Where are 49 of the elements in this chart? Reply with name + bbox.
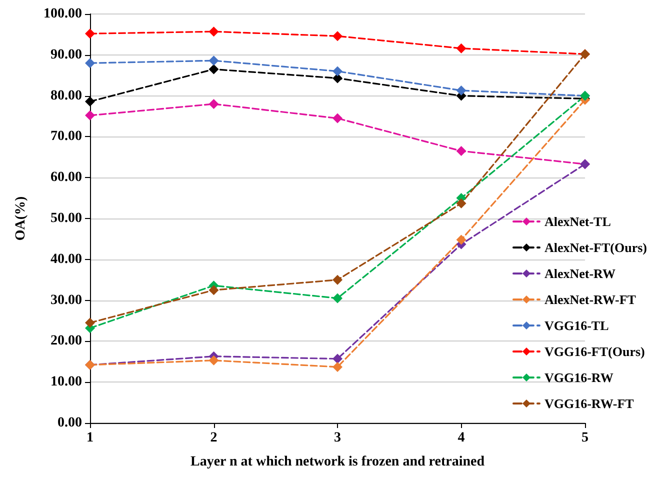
y-tick-label: 90.00 — [50, 47, 82, 62]
y-tick-label: 80.00 — [50, 88, 82, 104]
point — [208, 64, 219, 74]
point — [208, 285, 219, 296]
legend-label: VGG16-TL — [544, 318, 610, 333]
point — [332, 354, 342, 364]
legend-label: AlexNet-TL — [544, 214, 612, 229]
x-tick-label: 1 — [86, 430, 94, 446]
legend-label: AlexNet-RW-FT — [544, 292, 636, 307]
y-tick-label: 50.00 — [50, 211, 82, 226]
point — [332, 293, 342, 304]
y-tick-label: 60.00 — [50, 170, 82, 186]
y-tick-label: 0.00 — [58, 416, 82, 430]
y-tick-label: 30.00 — [50, 292, 82, 308]
point — [208, 355, 219, 366]
point — [85, 28, 95, 39]
y-axis-title: OA(%) — [14, 196, 28, 241]
point — [456, 234, 466, 245]
legend-label: VGG16-RW-FT — [544, 396, 634, 411]
y-tick-label: 40.00 — [50, 252, 82, 267]
point — [332, 66, 342, 76]
y-tick-label: 20.00 — [50, 334, 82, 349]
x-axis-title: Layer n at which network is frozen and retrained — [190, 454, 485, 470]
point — [456, 198, 466, 208]
point — [332, 362, 342, 372]
point — [208, 56, 219, 66]
legend-label: VGG16-FT(Ours) — [544, 344, 645, 359]
x-tick-label: 2 — [210, 430, 218, 446]
point — [456, 85, 466, 96]
point — [208, 98, 219, 109]
y-tick-label: 70.00 — [50, 129, 82, 144]
point — [332, 274, 342, 285]
x-tick-label: 4 — [458, 430, 465, 446]
point — [85, 110, 95, 120]
x-tick-label: 5 — [582, 430, 588, 446]
point — [85, 96, 95, 107]
point — [456, 43, 466, 54]
point — [208, 26, 219, 37]
point — [85, 58, 95, 68]
legend-label: AlexNet-RW — [544, 266, 616, 281]
y-tick-label: 100.00 — [44, 6, 82, 22]
x-tick-label: 3 — [334, 430, 341, 446]
y-tick-label: 10.00 — [50, 374, 82, 390]
legend-label: AlexNet-FT(Ours) — [544, 240, 648, 255]
legend-label: VGG16-RW — [544, 370, 614, 385]
point — [332, 31, 342, 42]
point — [332, 113, 342, 124]
point — [456, 146, 466, 156]
point — [85, 318, 95, 328]
